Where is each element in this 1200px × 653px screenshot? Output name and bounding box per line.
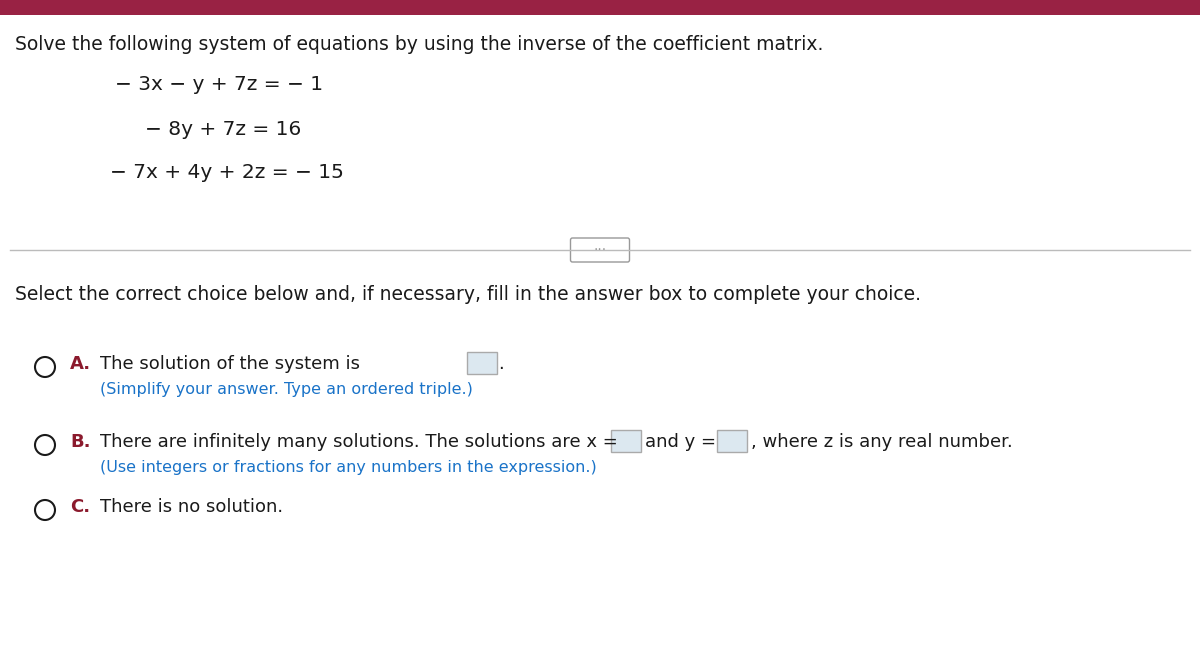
Text: and y =: and y = <box>646 433 716 451</box>
FancyBboxPatch shape <box>570 238 630 262</box>
Text: − 8y + 7z = 16: − 8y + 7z = 16 <box>145 120 301 139</box>
Text: .: . <box>498 355 504 373</box>
Text: The solution of the system is: The solution of the system is <box>100 355 360 373</box>
Text: − 3x − y + 7z = − 1: − 3x − y + 7z = − 1 <box>115 75 323 94</box>
Text: A.: A. <box>70 355 91 373</box>
Text: C.: C. <box>70 498 90 516</box>
Text: , where z is any real number.: , where z is any real number. <box>751 433 1013 451</box>
FancyBboxPatch shape <box>611 430 641 452</box>
Text: − 7x + 4y + 2z = − 15: − 7x + 4y + 2z = − 15 <box>110 163 344 182</box>
Bar <box>0 0 1200 15</box>
Text: There are infinitely many solutions. The solutions are x =: There are infinitely many solutions. The… <box>100 433 618 451</box>
Text: B.: B. <box>70 433 90 451</box>
Text: (Simplify your answer. Type an ordered triple.): (Simplify your answer. Type an ordered t… <box>100 382 473 397</box>
Text: There is no solution.: There is no solution. <box>100 498 283 516</box>
Text: (Use integers or fractions for any numbers in the expression.): (Use integers or fractions for any numbe… <box>100 460 596 475</box>
Text: Select the correct choice below and, if necessary, fill in the answer box to com: Select the correct choice below and, if … <box>14 285 922 304</box>
Text: ···: ··· <box>594 243 606 257</box>
FancyBboxPatch shape <box>467 352 497 374</box>
Text: Solve the following system of equations by using the inverse of the coefficient : Solve the following system of equations … <box>14 35 823 54</box>
FancyBboxPatch shape <box>718 430 746 452</box>
